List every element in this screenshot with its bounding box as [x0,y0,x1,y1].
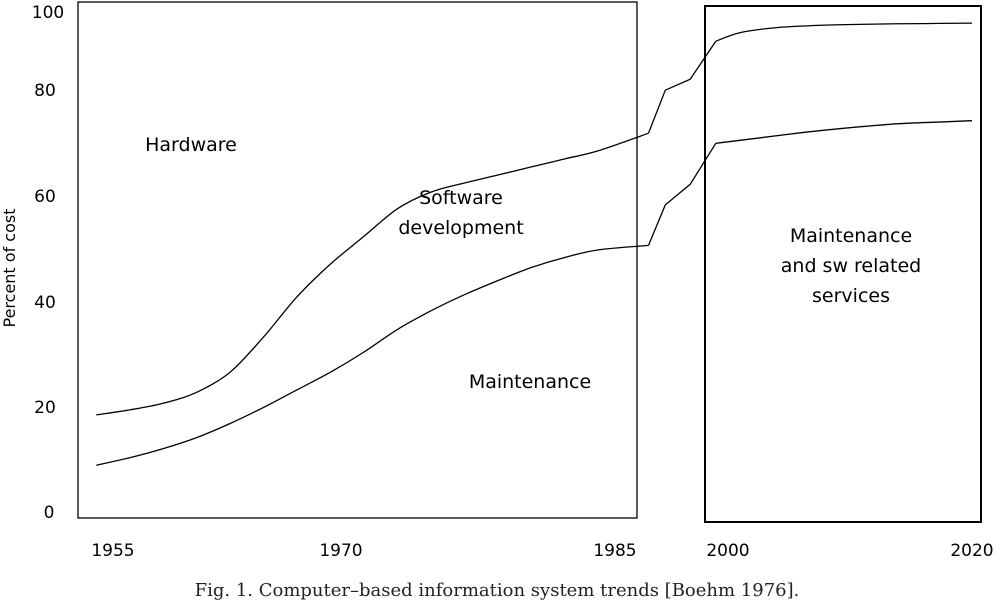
x-axis: 1955 1970 1985 2000 2020 [91,541,993,561]
axis-break-connector-upper [647,40,717,134]
services-label-line3: services [812,285,890,307]
x-tick-label: 2020 [950,541,993,561]
software-development-label-line2: development [398,217,523,239]
y-tick-label: 20 [34,398,56,418]
y-tick-label: 0 [44,503,55,523]
left-panel-frame [77,1,638,519]
series-line-maintenance-boundary [96,244,649,466]
y-tick-label: 40 [34,293,56,313]
y-axis-title: Percent of cost [0,209,19,328]
right-panel-frame [704,5,982,523]
series-line-maintenance-boundary-2000-2020 [715,120,973,144]
services-label-line1: Maintenance [790,225,912,247]
axis-break-connector-lower [647,142,717,246]
series-line-hardware-boundary [96,132,649,416]
series-line-upper-boundary-2000-2020 [715,22,973,42]
software-development-label-line1: Software [419,187,503,209]
y-tick-label: 80 [34,81,56,101]
x-tick-label: 1970 [319,541,362,561]
y-tick-label: 60 [34,187,56,207]
services-label-line2: and sw related [781,255,921,277]
x-tick-label: 1955 [91,541,134,561]
series-lines [96,22,973,466]
maintenance-label: Maintenance [469,371,591,393]
y-axis: 0 20 40 60 80 100 Percent of cost [0,3,64,523]
hardware-label: Hardware [145,134,237,156]
x-tick-label: 2000 [706,541,749,561]
figure-caption: Fig. 1. Computer–based information syste… [195,580,800,601]
region-labels: Hardware Software development Maintenanc… [145,134,921,393]
x-tick-label: 1985 [593,541,636,561]
y-tick-label: 100 [32,3,64,23]
